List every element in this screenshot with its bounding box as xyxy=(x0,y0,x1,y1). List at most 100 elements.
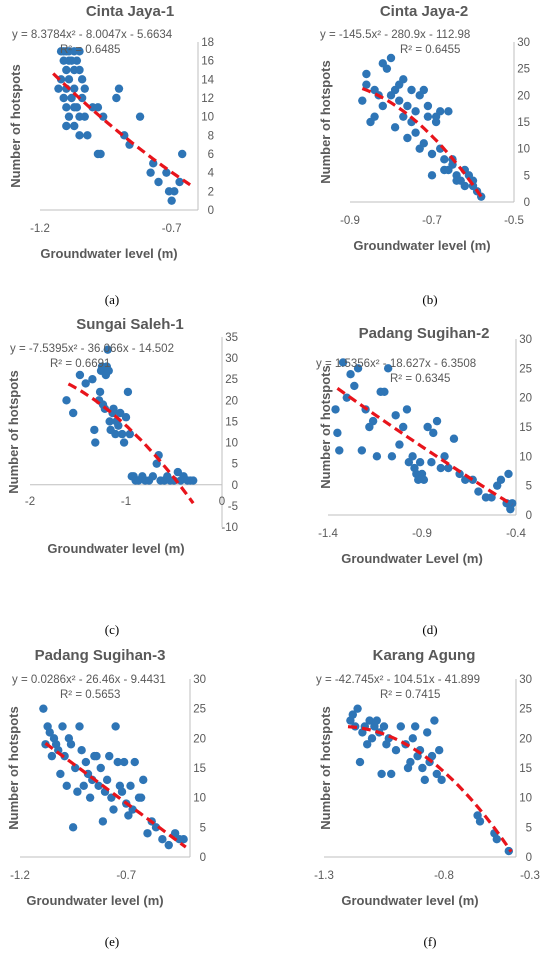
data-point xyxy=(427,171,437,180)
x-tick-label: -0.7 xyxy=(162,223,182,235)
data-point xyxy=(474,487,483,496)
data-point xyxy=(423,422,432,432)
data-point xyxy=(99,112,108,121)
data-point xyxy=(437,775,446,785)
data-point xyxy=(116,408,125,418)
y-tick-label: 15 xyxy=(519,422,532,434)
data-point xyxy=(365,716,374,725)
data-point xyxy=(386,53,396,63)
trend-equation: y = -42.745x² - 104.51x - 41.899 xyxy=(316,674,480,686)
y-tick-label: 5 xyxy=(526,822,532,834)
x-tick-label: -1 xyxy=(121,496,131,508)
y-tick-label: 8 xyxy=(208,130,214,142)
panel-caption: (d) xyxy=(422,622,437,637)
trend-line xyxy=(44,742,187,849)
data-point xyxy=(68,823,78,832)
y-axis-label: Number of hotspots xyxy=(6,706,21,830)
data-point xyxy=(380,387,389,396)
trend-equation: y = 8.3784x² - 8.0047x - 5.6634 xyxy=(12,29,173,41)
panel-caption: (f) xyxy=(424,934,437,949)
data-point xyxy=(444,107,453,116)
data-point xyxy=(90,425,99,435)
y-tick-label: 0 xyxy=(526,510,532,522)
chart-panel-4: 0 5 10 15 20 25 30 -1.4 -0.9 -0.4 Padang Sugihan-2… xyxy=(316,325,532,637)
data-point xyxy=(333,428,342,438)
data-point xyxy=(408,452,417,461)
data-point xyxy=(104,366,113,375)
data-point xyxy=(419,85,428,95)
panel-caption: (b) xyxy=(422,292,437,307)
x-axis-label: Groundwater Level (m) xyxy=(341,551,483,566)
data-point xyxy=(59,93,68,103)
y-tick-label: 10 xyxy=(519,793,532,805)
y-tick-label: 0 xyxy=(526,852,532,864)
chart-title: Sungai Saleh-1 xyxy=(76,316,184,333)
data-point xyxy=(80,112,89,121)
data-point xyxy=(173,467,183,477)
trend-equation: y = -7.5395x² - 36.066x - 14.502 xyxy=(10,343,174,355)
data-point xyxy=(418,763,427,773)
data-point xyxy=(148,472,158,481)
data-point xyxy=(111,722,120,731)
data-point xyxy=(449,434,459,443)
data-point xyxy=(411,128,420,137)
x-tick-label: -0.5 xyxy=(504,215,524,227)
data-point xyxy=(383,364,393,373)
data-point xyxy=(72,103,82,112)
chart-title: Padang Sugihan-3 xyxy=(35,647,166,664)
panel-caption: (a) xyxy=(105,292,119,307)
y-tick-label: 25 xyxy=(193,704,206,716)
data-point xyxy=(444,463,453,473)
y-tick-label: 10 xyxy=(225,438,238,450)
data-point xyxy=(167,196,176,205)
data-point xyxy=(66,740,76,749)
data-point xyxy=(346,370,355,379)
trend-equation: y = 0.0286x² - 26.46x - 9.4431 xyxy=(12,674,166,686)
chart-panel-1: 0 2 4 6 8 10 12 14 16 18 -1.2 -0.7 Cinta Jaya-1 y = 8… xyxy=(8,3,215,307)
data-point xyxy=(363,740,372,749)
data-point xyxy=(391,746,401,755)
x-tick-label: -0.4 xyxy=(506,528,526,540)
y-tick-label: 5 xyxy=(524,170,530,182)
y-axis-label: Number of hotspots xyxy=(318,706,333,830)
data-point xyxy=(382,64,392,73)
data-point xyxy=(85,793,95,802)
panel-caption: (e) xyxy=(105,934,119,949)
data-point xyxy=(390,123,400,132)
data-point xyxy=(357,446,367,455)
data-point xyxy=(350,381,359,391)
data-point xyxy=(70,84,79,93)
data-point xyxy=(95,387,105,397)
data-point xyxy=(460,181,469,191)
x-tick-label: -1.2 xyxy=(30,223,50,235)
data-point xyxy=(395,440,404,449)
data-point xyxy=(94,781,103,790)
data-point xyxy=(411,722,420,731)
x-tick-label: -0.8 xyxy=(434,870,454,882)
data-point xyxy=(93,103,103,112)
chart-title: Cinta Jaya-2 xyxy=(380,3,468,20)
data-point xyxy=(158,835,167,844)
data-point xyxy=(112,93,121,103)
data-point xyxy=(362,69,371,79)
data-point xyxy=(436,107,445,116)
x-tick-label: 0 xyxy=(219,496,225,508)
x-axis-label: Groundwater level (m) xyxy=(353,238,490,253)
data-point xyxy=(419,475,429,484)
y-tick-label: 20 xyxy=(517,90,530,102)
data-point xyxy=(103,345,112,354)
data-point xyxy=(435,746,444,755)
data-point xyxy=(117,787,127,796)
y-tick-label: 15 xyxy=(517,117,530,129)
data-point xyxy=(432,769,441,779)
y-tick-label: -10 xyxy=(221,522,238,534)
y-tick-label: 0 xyxy=(200,852,206,864)
y-tick-label: 14 xyxy=(201,74,214,86)
chart-panel-5: 0 5 10 15 20 25 30 -1.2 -0.7 Padang Sugihan-3 y = … xyxy=(6,647,206,949)
y-tick-label: -5 xyxy=(228,501,238,513)
x-axis-label: Groundwater level (m) xyxy=(40,246,177,261)
y-tick-label: 5 xyxy=(232,459,238,471)
data-point xyxy=(496,475,506,484)
